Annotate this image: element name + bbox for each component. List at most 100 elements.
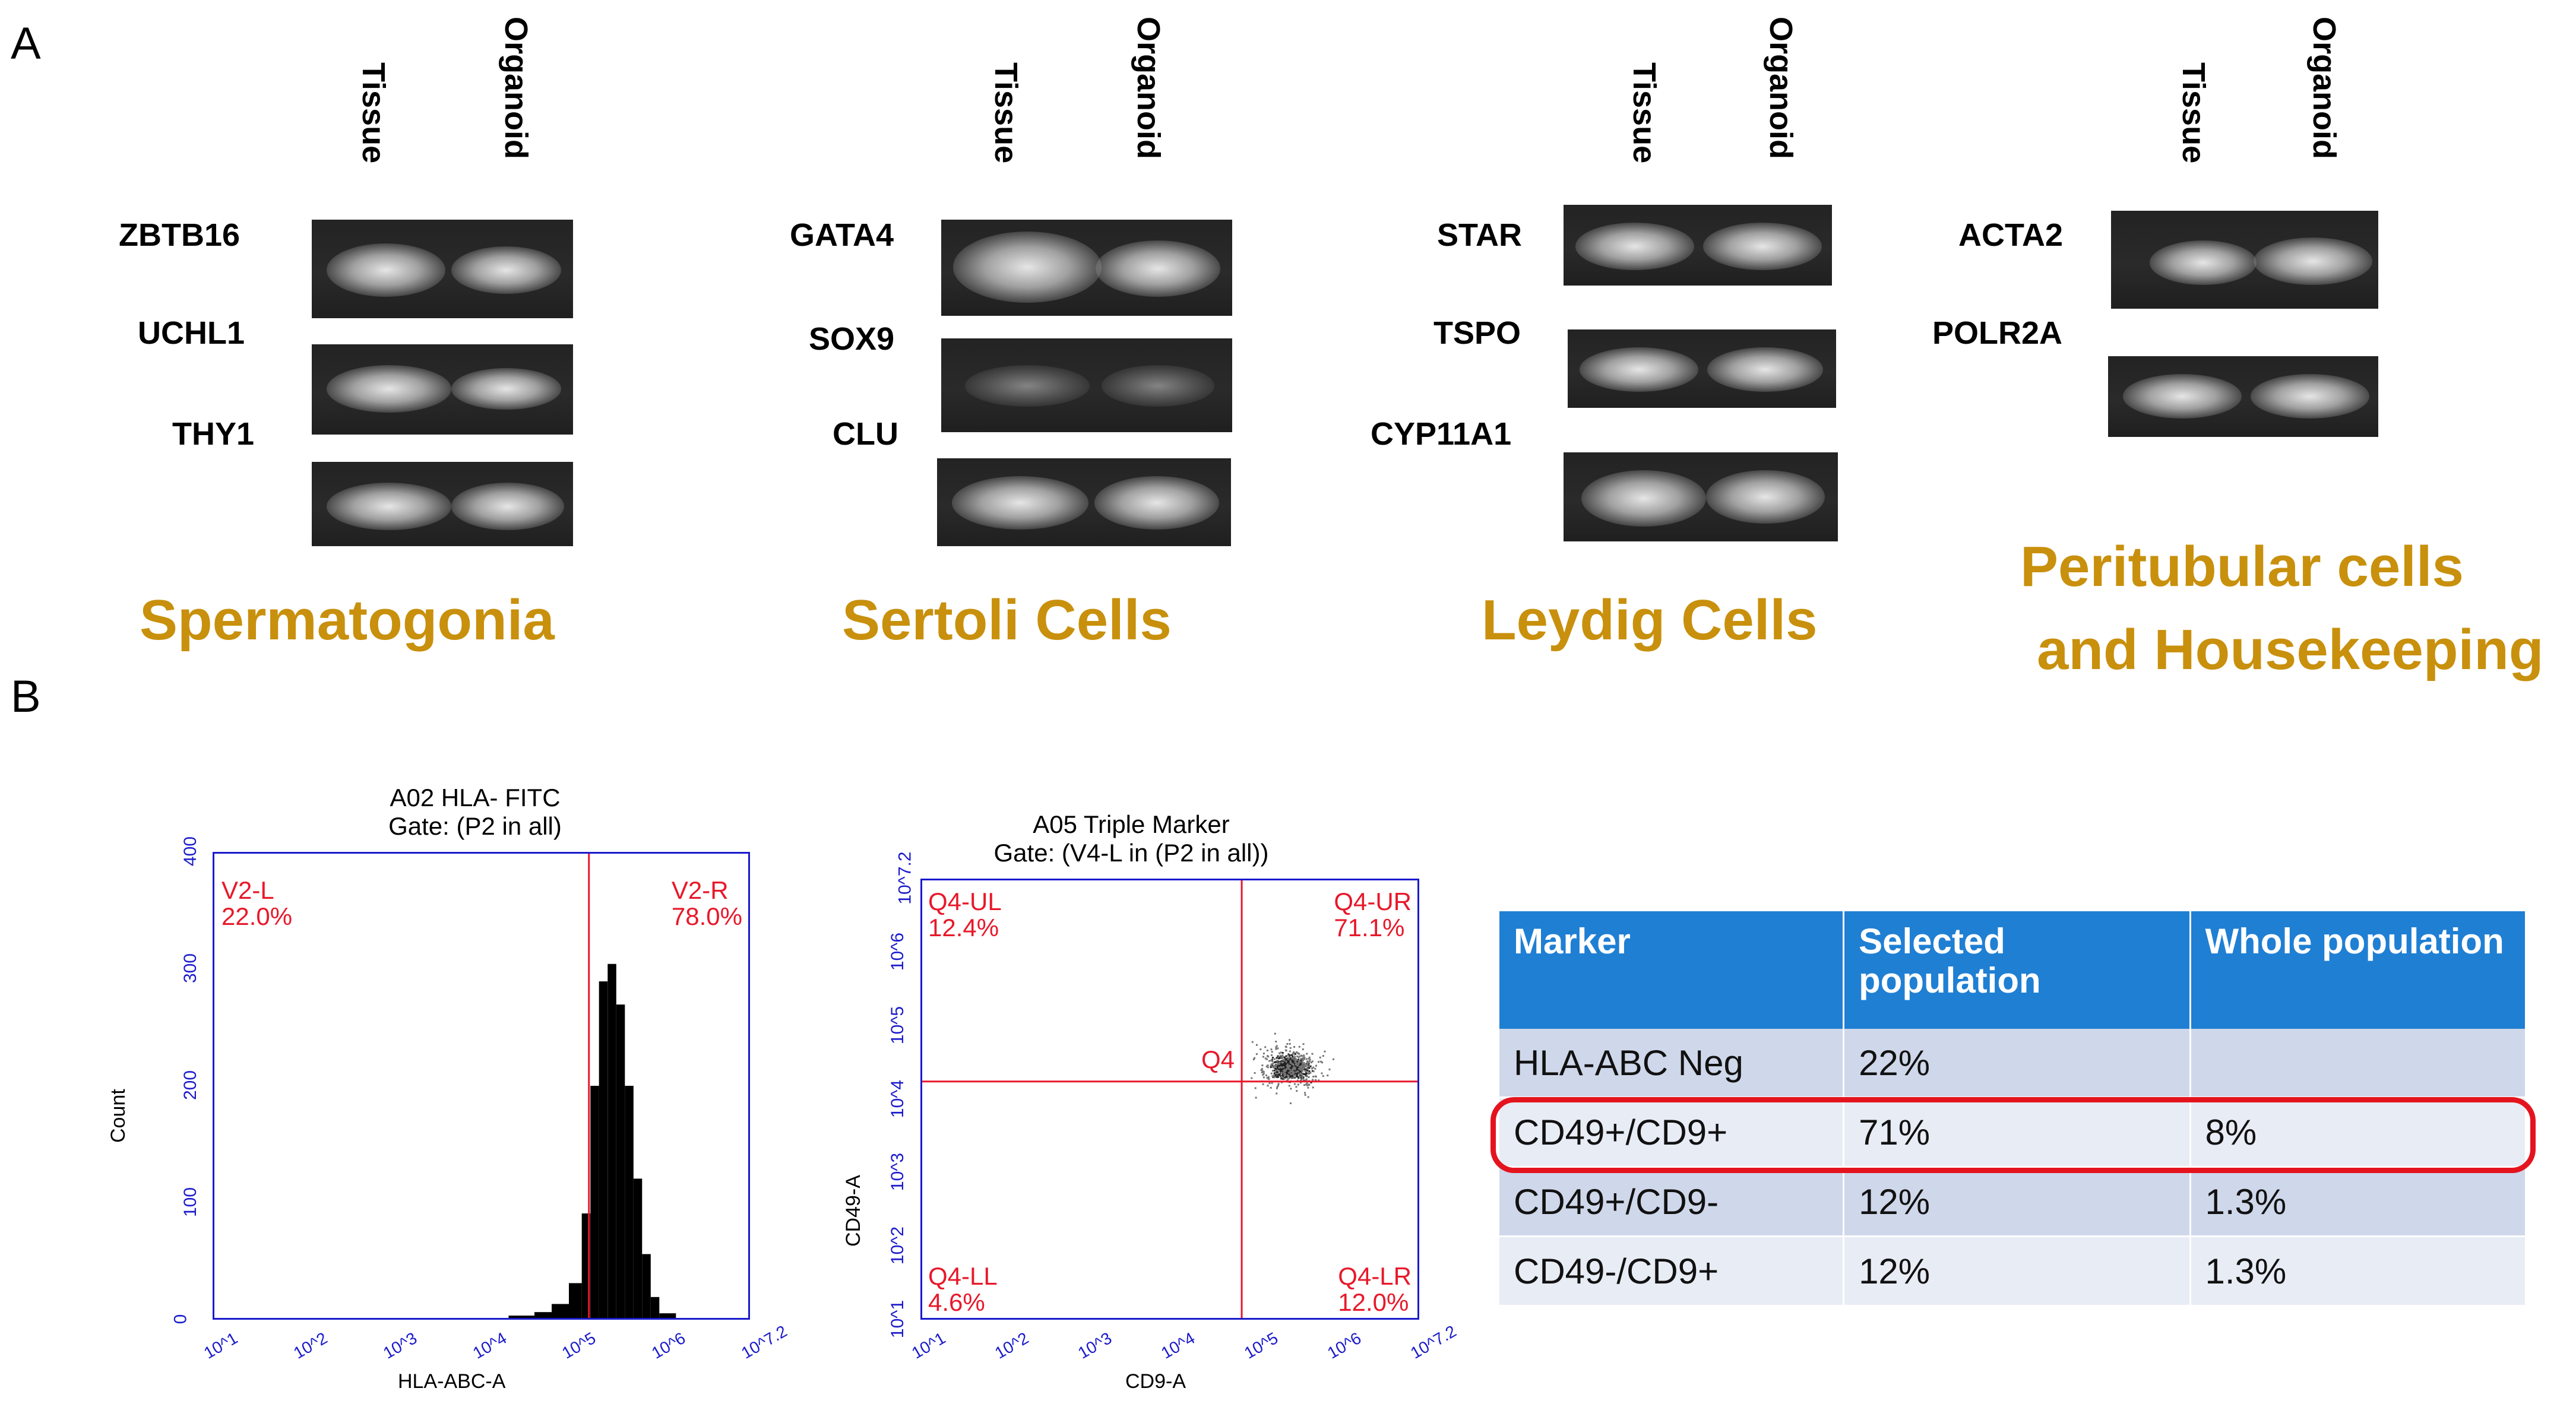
quadrant-ul-pct: 12.4% <box>928 914 999 942</box>
gene-label: POLR2A <box>1932 315 2063 351</box>
scatter-point <box>1289 1042 1291 1045</box>
histogram-x-tick-label: 10^7.2 <box>738 1321 790 1362</box>
scatter-point <box>1298 1077 1300 1079</box>
scatter-point <box>1292 1060 1293 1063</box>
scatter-point <box>1277 1057 1280 1060</box>
quadrant-center-label: Q4 <box>1201 1045 1235 1073</box>
scatter-point <box>1303 1066 1305 1068</box>
scatter-point <box>1270 1072 1273 1075</box>
scatter-point <box>1318 1061 1319 1063</box>
scatter-point <box>1292 1067 1295 1069</box>
scatter-point <box>1322 1075 1324 1077</box>
scatter-point <box>1302 1068 1304 1070</box>
scatter-point <box>1302 1076 1305 1079</box>
scatter-point <box>1262 1076 1265 1079</box>
scatter-point <box>1295 1062 1298 1064</box>
scatter-point <box>1287 1066 1289 1068</box>
gel-band <box>1575 223 1694 270</box>
scatter-point <box>1251 1041 1254 1043</box>
scatter-point <box>1271 1082 1273 1084</box>
scatter-point <box>1281 1056 1284 1058</box>
scatter-point <box>1308 1057 1310 1060</box>
scatter-point <box>1311 1060 1314 1063</box>
scatter-y-tick-label: 10^1 <box>888 1300 908 1339</box>
scatter-point <box>1299 1072 1302 1075</box>
scatter-point <box>1303 1064 1306 1066</box>
scatter-point <box>1295 1060 1297 1062</box>
scatter-point <box>1294 1061 1296 1063</box>
scatter-point <box>1301 1055 1303 1057</box>
scatter-point <box>1315 1064 1317 1067</box>
scatter-point <box>1278 1052 1281 1054</box>
histogram-y-tick-label: 400 <box>181 836 201 867</box>
scatter-point <box>1271 1075 1274 1077</box>
scatter-point <box>1261 1072 1263 1073</box>
scatter-point <box>1281 1052 1284 1054</box>
scatter-point <box>1298 1058 1300 1061</box>
lane-label-tissue: Tissue <box>988 62 1024 164</box>
scatter-x-tick-label: 10^4 <box>1158 1329 1198 1362</box>
scatter-point <box>1283 1074 1286 1076</box>
scatter-point <box>1303 1067 1305 1069</box>
histogram-bar <box>534 1312 552 1318</box>
scatter-point <box>1324 1050 1326 1053</box>
table-cell: 12% <box>1843 1236 2191 1307</box>
scatter-point <box>1296 1090 1298 1092</box>
scatter-point <box>1302 1063 1304 1065</box>
quadrant-ul-name: Q4-UL <box>928 888 1002 915</box>
quadrant-ur-pct: 71.1% <box>1334 914 1405 942</box>
table-row: CD49-/CD9+ 12% 1.3% <box>1499 1236 2527 1307</box>
scatter-point <box>1321 1072 1323 1075</box>
scatter-point <box>1303 1073 1305 1076</box>
scatter-point <box>1307 1072 1309 1075</box>
histogram-bar <box>552 1304 569 1318</box>
gate-left-pct: 22.0% <box>221 902 293 931</box>
scatter-point <box>1295 1086 1298 1088</box>
scatter-point <box>1267 1077 1270 1080</box>
table-cell: 8% <box>2190 1097 2527 1168</box>
scatter-point <box>1319 1056 1321 1058</box>
scatter-point <box>1303 1058 1305 1060</box>
scatter-point <box>1286 1079 1288 1082</box>
scatter-point <box>1312 1076 1315 1077</box>
table-cell: CD49+/CD9+ <box>1499 1097 1845 1168</box>
gel-strip <box>1564 452 1838 541</box>
scatter-point <box>1298 1061 1300 1064</box>
scatter-point <box>1262 1053 1265 1055</box>
scatter-point <box>1262 1056 1264 1058</box>
scatter-point <box>1276 1092 1278 1095</box>
scatter-y-tick-label: 10^2 <box>888 1226 908 1265</box>
scatter-point <box>1274 1064 1277 1066</box>
histogram-gate-text: Gate: (P2 in all) <box>388 812 562 841</box>
scatter-point <box>1278 1073 1281 1075</box>
scatter-point <box>1276 1087 1278 1089</box>
scatter-point <box>1292 1059 1295 1061</box>
scatter-point <box>1298 1053 1300 1055</box>
scatter-point <box>1284 1057 1286 1059</box>
scatter-point <box>1304 1069 1306 1071</box>
histogram-bar <box>633 1178 643 1318</box>
scatter-point <box>1297 1052 1299 1054</box>
gel-band <box>451 246 561 294</box>
scatter-point <box>1293 1051 1295 1053</box>
marker-table: Marker Selected population Whole populat… <box>1499 911 2527 1307</box>
scatter-point <box>1296 1079 1299 1082</box>
scatter-point <box>1281 1065 1283 1067</box>
lane-label-organoid: Organoid <box>1131 17 1166 159</box>
histogram-bar <box>569 1283 582 1318</box>
gel-band <box>327 243 445 297</box>
scatter-point <box>1284 1045 1287 1048</box>
scatter-point <box>1289 1055 1291 1057</box>
scatter-point <box>1273 1076 1276 1079</box>
scatter-point <box>1270 1059 1273 1061</box>
scatter-point <box>1268 1082 1271 1085</box>
scatter-point <box>1306 1064 1308 1066</box>
scatter-point <box>1289 1061 1292 1064</box>
scatter-x-tick-label: 10^7.2 <box>1407 1321 1460 1362</box>
scatter-point <box>1299 1061 1301 1063</box>
scatter-point <box>1301 1064 1303 1067</box>
scatter-point <box>1294 1056 1296 1058</box>
scatter-point <box>1277 1062 1279 1064</box>
scatter-point <box>1291 1059 1293 1061</box>
scatter-point <box>1274 1058 1276 1060</box>
